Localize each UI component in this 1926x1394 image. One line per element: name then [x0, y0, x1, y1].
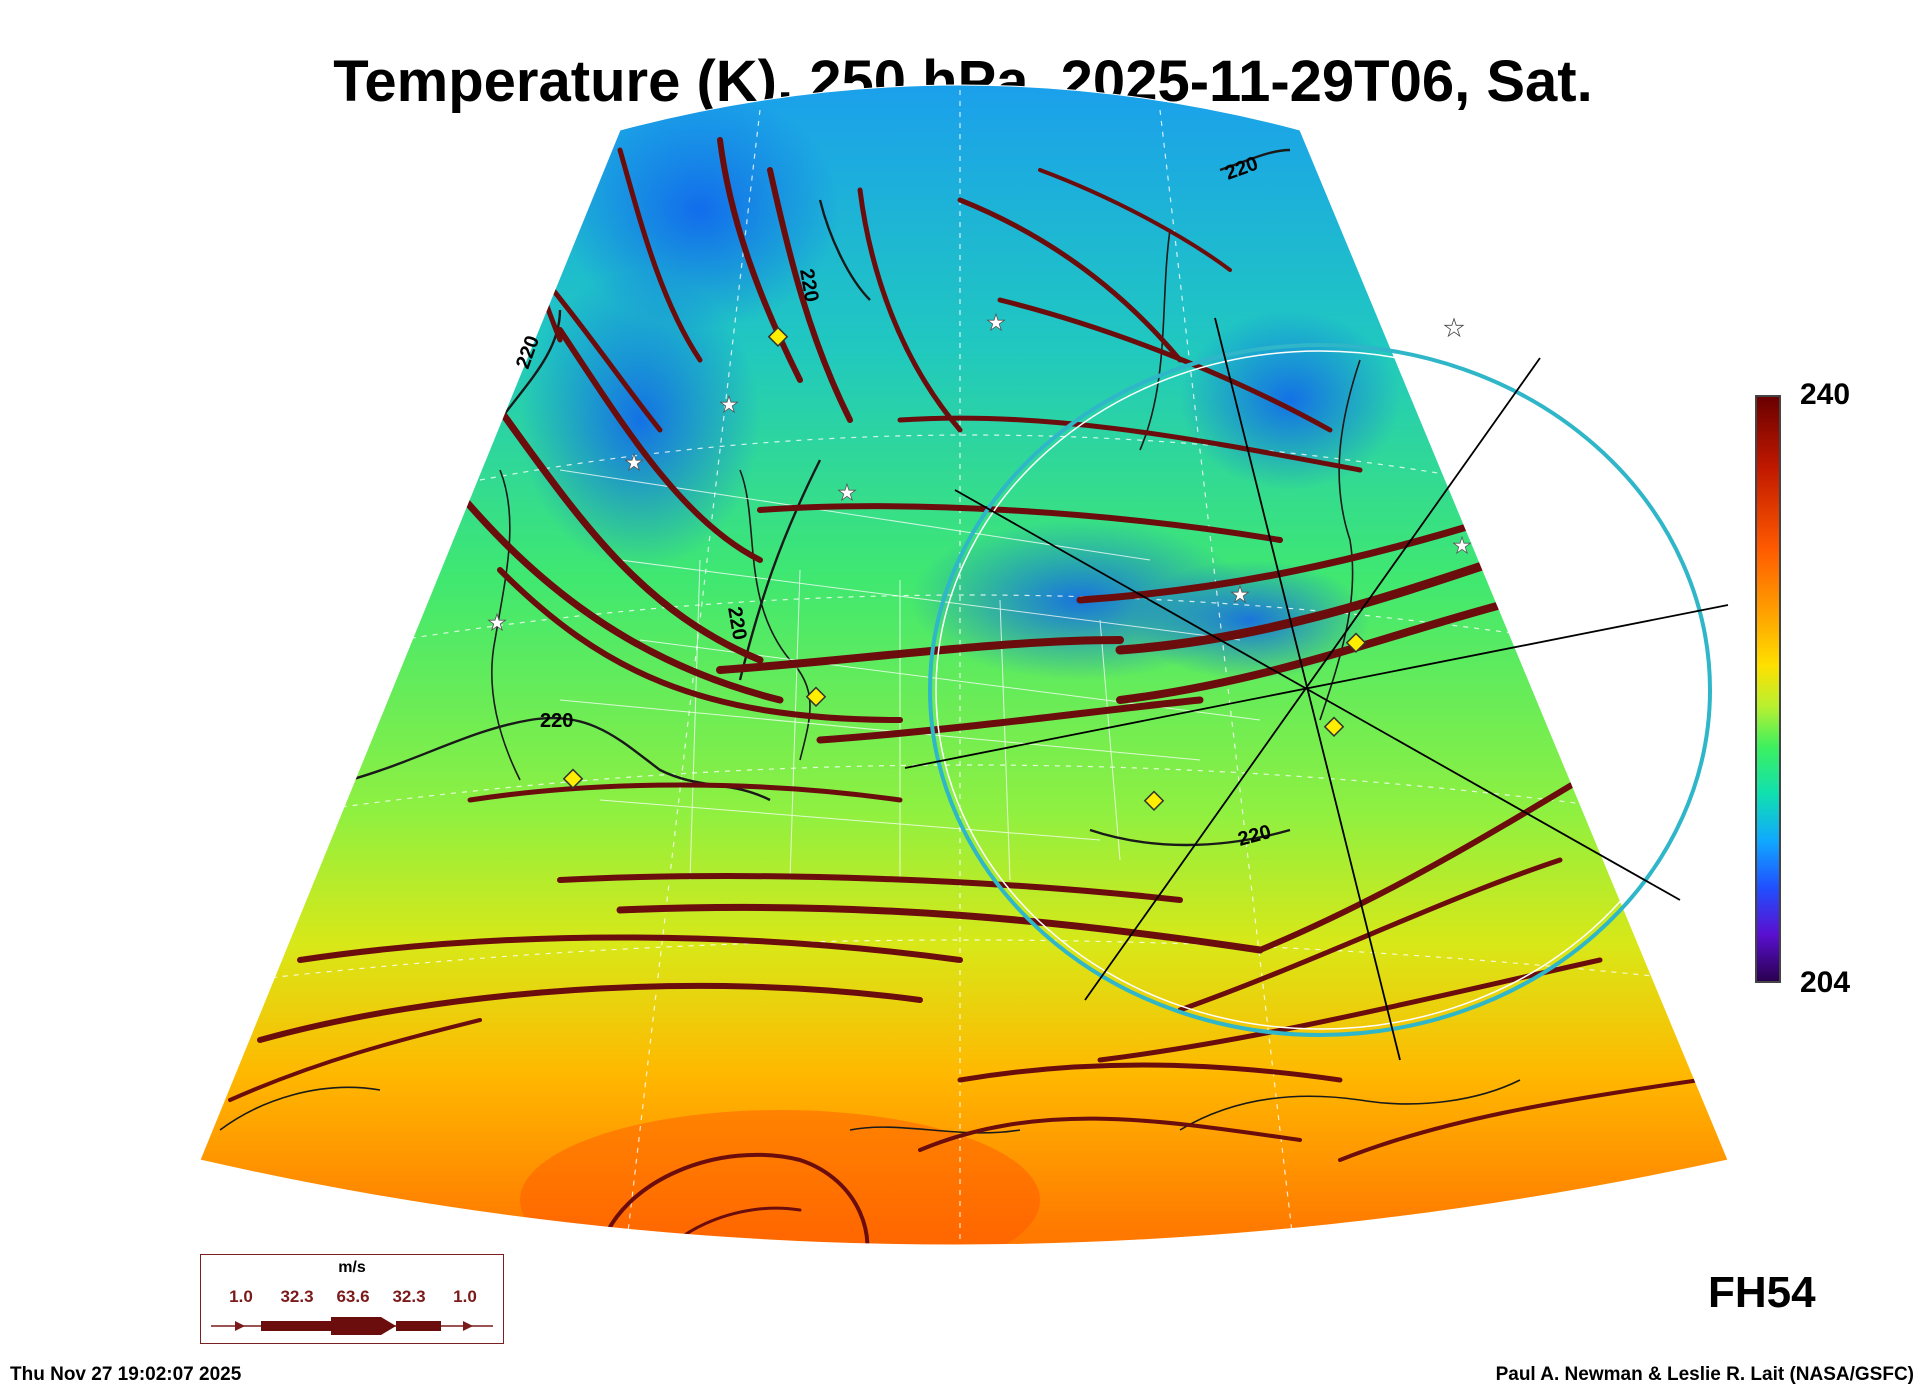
svg-text:★: ★ — [837, 480, 857, 505]
forecast-hour-label: FH54 — [1708, 1268, 1816, 1317]
footer-credit: Paul A. Newman & Leslie R. Lait (NASA/GS… — [1495, 1364, 1914, 1385]
svg-text:★: ★ — [1443, 315, 1465, 342]
footer-timestamp: Thu Nov 27 19:02:07 2025 — [10, 1364, 242, 1385]
svg-text:★: ★ — [624, 450, 644, 475]
view-circle — [928, 343, 1712, 1037]
wind-speed-legend: m/s 1.0 32.3 63.6 32.3 1.0 — [200, 1254, 504, 1344]
contour-label-group: 220 220 220 220 220 220 — [512, 153, 1274, 851]
site-markers — [562, 326, 1367, 811]
svg-text:★: ★ — [1452, 533, 1472, 558]
colorbar — [1755, 395, 1781, 983]
legend-arrow-scale — [211, 1317, 493, 1335]
legend-value: 32.3 — [392, 1287, 426, 1306]
colorbar-min-label: 204 — [1800, 966, 1851, 999]
star-markers: ★ ★ ★ ★ ★ ★ ★ ★ — [487, 310, 1473, 636]
legend-value: 1.0 — [453, 1287, 477, 1306]
svg-text:★: ★ — [719, 392, 739, 417]
map-boundary — [199, 84, 1729, 1246]
legend-value: 63.6 — [336, 1287, 370, 1306]
svg-text:★: ★ — [1230, 582, 1250, 607]
colorbar-max-label: 240 — [1800, 378, 1851, 411]
legend-value: 1.0 — [229, 1287, 253, 1306]
graticule — [249, 90, 1691, 1245]
radial-lines — [904, 317, 1729, 1061]
svg-text:★: ★ — [986, 310, 1006, 335]
contour-label: 220 — [540, 710, 573, 732]
legend-units: m/s — [338, 1259, 366, 1276]
svg-text:★: ★ — [487, 610, 507, 635]
legend-value: 32.3 — [280, 1287, 314, 1306]
